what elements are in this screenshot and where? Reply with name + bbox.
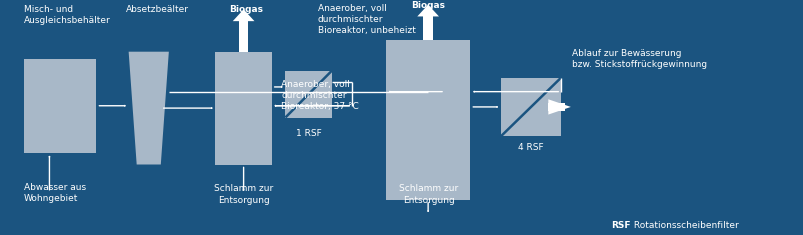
Bar (422, 16, 432, 40)
Polygon shape (548, 99, 570, 115)
Text: Rotationsscheibenfilter: Rotationsscheibenfilter (630, 221, 738, 230)
Text: Anaerober, voll
durchmischter
Bioreaktor, unbeheizt: Anaerober, voll durchmischter Bioreaktor… (317, 4, 415, 35)
Text: Schlamm zur
Entsorgung: Schlamm zur Entsorgung (214, 184, 273, 205)
Bar (548, 103, 565, 111)
Text: Anaerober, voll
durchmischter
Bioreaktor, 37 °C: Anaerober, voll durchmischter Bioreaktor… (281, 80, 359, 111)
Bar (385, 40, 470, 200)
Text: Schlamm zur
Entsorgung: Schlamm zur Entsorgung (398, 184, 458, 205)
Bar (215, 52, 271, 164)
Polygon shape (233, 9, 255, 21)
Text: Misch- und
Ausgleichsbehälter: Misch- und Ausgleichsbehälter (24, 5, 111, 25)
Text: Ablauf zur Bewässerung
bzw. Stickstoffrückgewinnung: Ablauf zur Bewässerung bzw. Stickstoffrü… (572, 49, 707, 70)
Bar (24, 59, 96, 153)
Bar (238, 21, 248, 52)
Text: Abwasser aus
Wohngebiet: Abwasser aus Wohngebiet (24, 183, 86, 204)
Text: Biogas: Biogas (229, 5, 263, 14)
Text: RSF: RSF (610, 221, 630, 230)
Text: Absetzbeälter: Absetzbeälter (126, 5, 189, 14)
Text: 1 RSF: 1 RSF (296, 129, 321, 138)
Bar (285, 70, 332, 118)
Text: 4 RSF: 4 RSF (517, 143, 543, 152)
Text: Biogas: Biogas (411, 1, 445, 10)
Polygon shape (128, 52, 169, 164)
Polygon shape (417, 5, 438, 16)
Bar (500, 78, 560, 136)
